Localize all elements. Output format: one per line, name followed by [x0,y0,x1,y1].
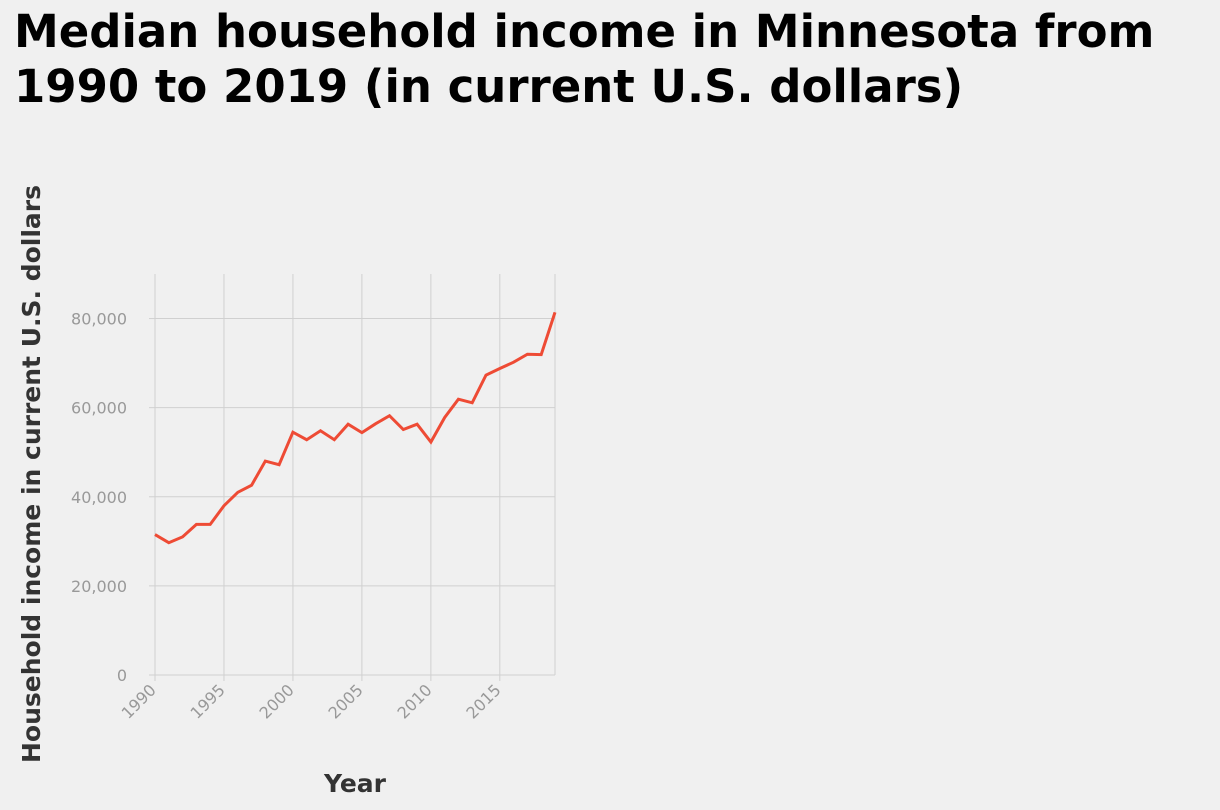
y-tick-label: 0 [117,666,127,685]
x-gridlines [154,274,556,675]
x-tick-label: 1990 [118,680,160,722]
chart-title: Median household income in Minnesota fro… [14,5,1155,113]
y-gridlines [155,318,555,676]
y-tick-label: 60,000 [71,399,127,418]
x-tick-label: 2000 [256,680,298,722]
y-tick-labels: 0 20,000 40,000 60,000 80,000 [71,310,155,685]
series-group [154,311,557,545]
y-tick-label: 20,000 [71,577,127,596]
y-tick-label: 40,000 [71,488,127,507]
x-tick-label: 1995 [187,680,229,722]
x-tick-label: 2015 [462,680,504,722]
x-axis-title: Year [323,769,387,798]
x-tick-label: 2005 [324,680,366,722]
x-tick-label: 2010 [393,680,435,722]
y-axis-title: Household income in current U.S. dollars [17,185,46,763]
x-tick-labels: 1990 1995 2000 2005 2010 2015 [118,675,505,723]
y-tick-label: 80,000 [71,310,127,329]
series-line [154,311,557,545]
